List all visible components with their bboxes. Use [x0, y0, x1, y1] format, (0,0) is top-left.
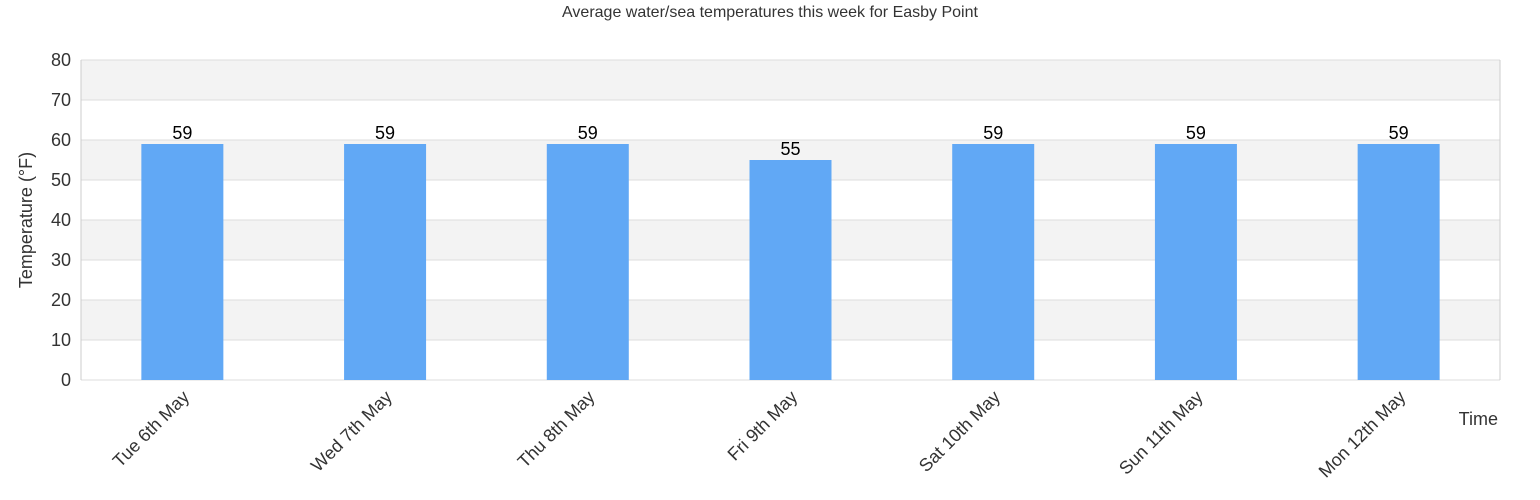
data-labels: 59 59 59 55 59 59 59 [172, 123, 1408, 159]
y-tick-label: 30 [51, 250, 71, 270]
bar [952, 144, 1035, 380]
bar [141, 144, 224, 380]
y-tick-label: 60 [51, 130, 71, 150]
data-label: 59 [375, 123, 395, 143]
x-tick-label: Tue 6th May [109, 387, 193, 471]
x-tick-label: Thu 8th May [514, 387, 599, 472]
y-axis-title: Temperature (°F) [16, 152, 36, 288]
x-tick-label: Sun 11th May [1115, 387, 1207, 479]
bar [344, 144, 427, 380]
data-label: 59 [578, 123, 598, 143]
grid-band [81, 100, 1500, 140]
chart-title: Average water/sea temperatures this week… [562, 4, 978, 21]
data-label: 59 [172, 123, 192, 143]
x-axis-ticks: Tue 6th May Wed 7th May Thu 8th May Fri 9th… [109, 387, 1410, 482]
grid-band [81, 60, 1500, 100]
y-tick-label: 80 [51, 50, 71, 70]
x-axis-title: Time [1459, 409, 1498, 429]
x-tick-label: Mon 12th May [1315, 387, 1410, 482]
bars [141, 144, 1440, 380]
y-tick-label: 20 [51, 290, 71, 310]
y-tick-label: 50 [51, 170, 71, 190]
y-tick-label: 70 [51, 90, 71, 110]
data-label: 59 [1389, 123, 1409, 143]
y-tick-label: 40 [51, 210, 71, 230]
y-axis-ticks: 0 10 20 30 40 50 60 70 80 [51, 50, 71, 390]
x-tick-label: Wed 7th May [307, 387, 396, 476]
y-tick-label: 10 [51, 330, 71, 350]
data-label: 59 [983, 123, 1003, 143]
x-tick-label: Fri 9th May [724, 387, 802, 465]
bar [1357, 144, 1440, 380]
bar [749, 160, 832, 380]
bar [546, 144, 629, 380]
x-tick-label: Sat 10th May [915, 387, 1004, 476]
bar [1154, 144, 1237, 380]
data-label: 55 [780, 139, 800, 159]
y-tick-label: 0 [61, 370, 71, 390]
data-label: 59 [1186, 123, 1206, 143]
